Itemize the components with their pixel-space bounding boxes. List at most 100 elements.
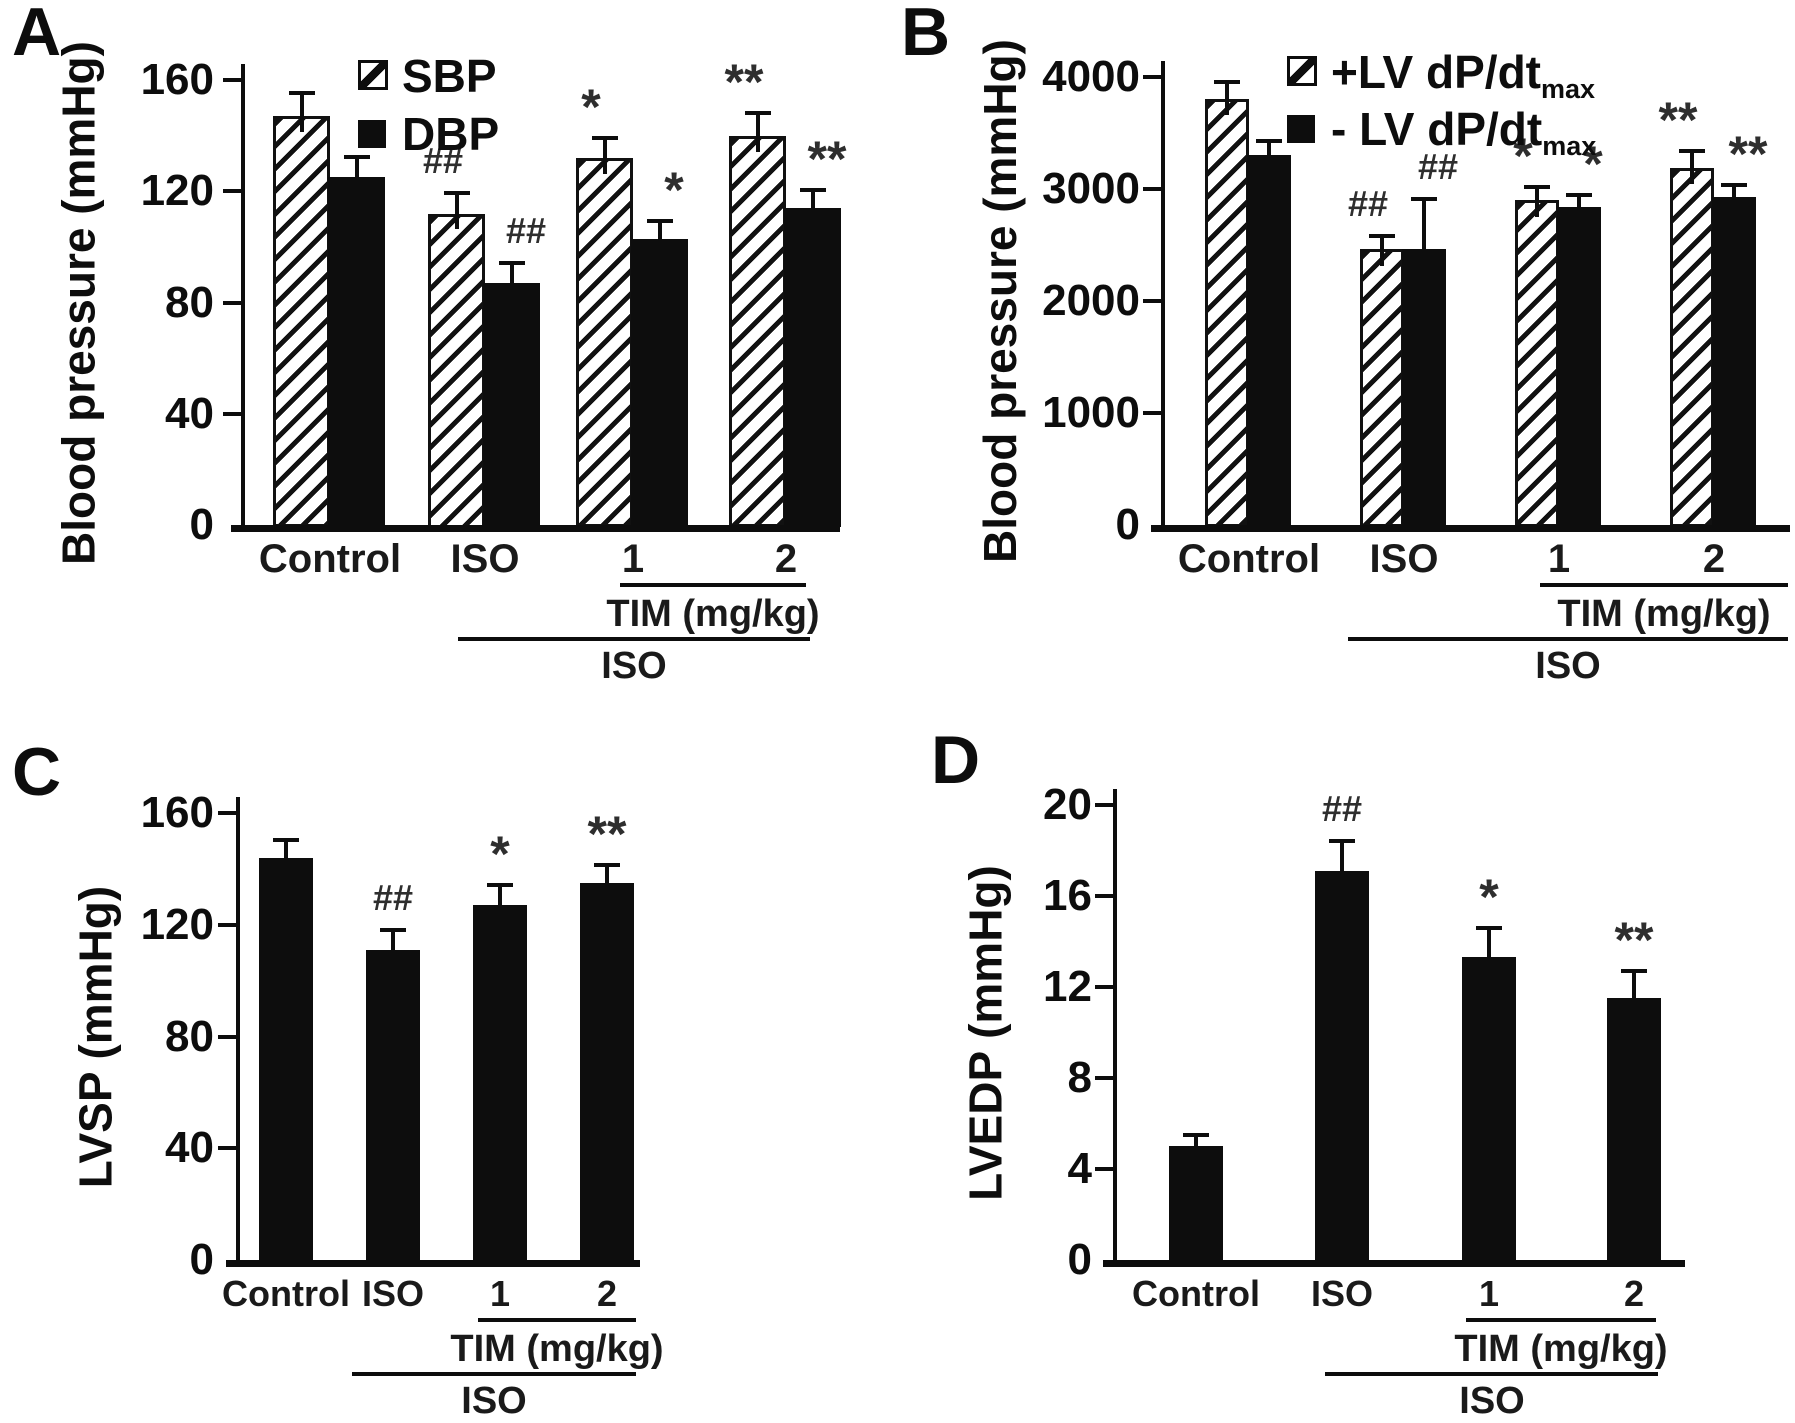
error-bar-stem [1267,139,1271,172]
tim-bracket-label: TIM (mg/kg) [1454,1328,1668,1370]
error-bar-stem [1340,839,1344,887]
bar [1247,155,1291,527]
bar [473,905,527,1262]
iso-bracket-label: ISO [1459,1380,1525,1422]
legend-series-name-subscript: max [1542,131,1597,161]
error-bar-stem [1380,234,1384,266]
error-bar-cap [499,261,525,265]
error-bar-stem [1577,193,1581,222]
iso-bracket-line [1325,1372,1658,1376]
legend-item-label: SBP [402,52,497,107]
error-bar-stem [658,219,662,254]
error-bar-stem [455,191,459,229]
legend-item-label: DBP [402,110,499,165]
error-bar-cap [1721,183,1747,187]
y-axis-tick [1095,894,1113,898]
legend-series-name-subscript: max [1541,74,1596,104]
error-bar-stem [1535,185,1539,217]
bar [1462,957,1516,1262]
y-tick-label: 160 [140,55,214,104]
error-bar-stem [1487,926,1491,974]
error-bar-cap [1214,80,1240,84]
tim-bracket-label: TIM (mg/kg) [1557,593,1771,635]
x-axis-line [226,1260,640,1267]
significance-marker: ## [1347,183,1389,224]
bar [1712,197,1756,527]
bar [273,116,330,527]
error-bar-cap [1256,139,1282,143]
error-bar-cap [487,883,513,887]
y-axis-tick [223,412,241,416]
bar [1205,99,1249,527]
significance-marker: * [1479,869,1499,925]
significance-marker: * [581,79,601,135]
y-tick-label: 0 [189,1235,214,1284]
y-axis-line [1161,61,1165,525]
x-category-label: Control [222,1273,350,1314]
y-axis-line [1113,789,1117,1260]
y-tick-label: 0 [1067,1235,1092,1284]
bar [1402,249,1446,527]
error-bar-stem [355,155,359,193]
y-axis-tick [1095,1167,1113,1171]
x-category-label: 2 [1623,1273,1645,1314]
y-axis-tick [218,923,236,927]
error-bar-cap [800,188,826,192]
y-tick-label: 160 [140,788,214,837]
error-bar-stem [603,136,607,174]
bar [1169,1146,1223,1262]
iso-bracket-label: ISO [461,1380,527,1422]
error-bar-stem [510,261,514,299]
y-tick-label: 0 [189,500,214,549]
tim-bracket-line [620,583,806,587]
legend-item-label: - LV dP/dtmax [1331,103,1597,161]
significance-marker: * [664,162,684,218]
y-axis-tick [1095,985,1113,989]
legend-series-name: DBP [402,108,500,160]
y-tick-label: 80 [165,1012,214,1061]
panel-letter: A [12,0,62,70]
error-bar-cap [745,111,771,115]
significance-marker: ** [807,131,847,187]
y-axis-tick [1143,187,1161,191]
y-axis-tick [223,78,241,82]
x-category-label: 1 [1478,1273,1500,1314]
x-category-label: 1 [621,537,645,581]
tim-bracket-label: TIM (mg/kg) [450,1328,664,1370]
y-tick-label: 40 [165,1123,214,1172]
y-axis-tick [1143,75,1161,79]
significance-marker: ## [1321,788,1363,829]
x-axis-line [1103,1260,1685,1267]
error-bar-cap [592,136,618,140]
error-bar-cap [594,863,620,867]
bar [1607,998,1661,1262]
significance-marker: ** [587,806,627,862]
legend-series-name: +LV dP/dt [1331,46,1541,98]
error-bar-stem [1632,969,1636,1015]
x-category-label: Control [258,537,402,581]
y-axis-tick [1143,299,1161,303]
x-axis-line [231,525,840,532]
error-bar-cap [1621,969,1647,973]
significance-marker: ## [1417,146,1459,187]
y-tick-label: 4 [1067,1144,1092,1193]
bar [1315,871,1369,1262]
y-axis-tick [218,1146,236,1150]
x-category-label: Control [1132,1273,1260,1314]
y-tick-label: 0 [1115,500,1140,549]
x-axis-line [1151,525,1790,532]
y-axis-tick [1095,803,1113,807]
iso-bracket-line [352,1372,636,1376]
significance-marker: * [490,826,510,882]
y-tick-label: 8 [1067,1053,1092,1102]
error-bar-cap [344,155,370,159]
x-category-label: Control [1177,537,1321,581]
tim-bracket-label: TIM (mg/kg) [606,593,820,635]
error-bar-cap [1476,926,1502,930]
error-bar-stem [1690,149,1694,184]
bar [1670,168,1714,527]
y-tick-label: 3000 [1042,164,1140,213]
legend-series-name: - LV dP/dt [1331,103,1543,155]
error-bar-cap [444,191,470,195]
y-axis-tick [218,1035,236,1039]
